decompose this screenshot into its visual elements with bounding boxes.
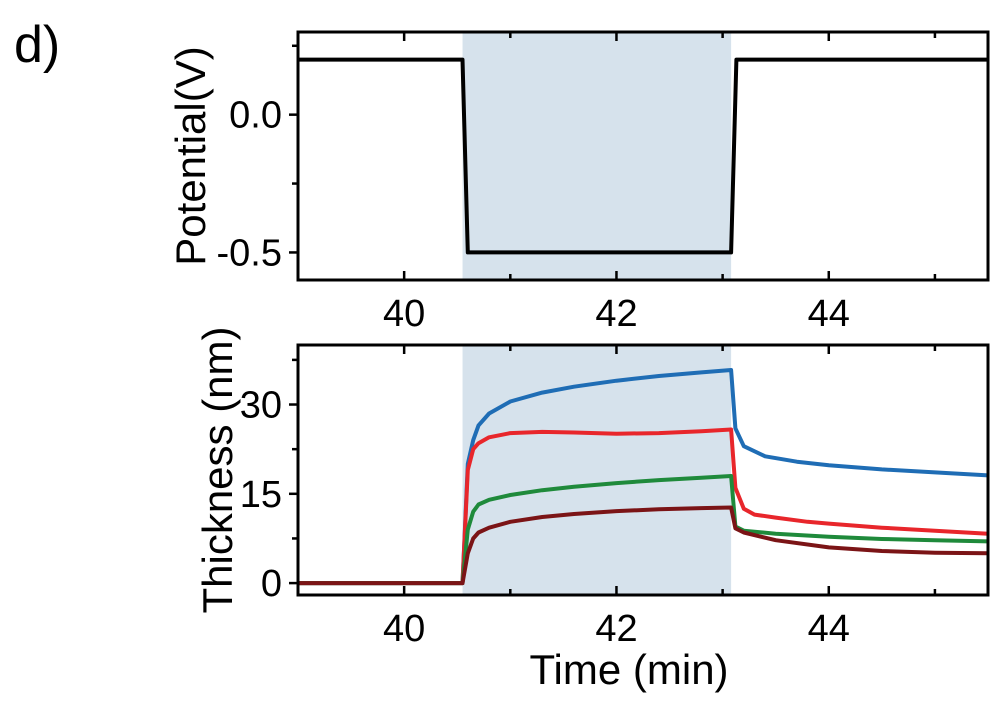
x-tick-label: 44 [808,608,850,650]
y-axis-label: Potential(V) [167,46,214,265]
series-line-2 [298,474,989,586]
x-tick-label: 40 [383,293,425,335]
y-tick-label: 0.0 [229,95,282,137]
x-axis-label: Time (min) [529,646,728,693]
y-tick-label: 15 [240,474,282,516]
x-tick-label: 40 [383,608,425,650]
potential-panel: 40 42 44 -0.5 0.0 Potential(V) [167,30,990,335]
x-tick-label: 42 [595,608,637,650]
axes-frame [296,343,990,597]
series-line-0 [298,57,988,255]
series-line-0 [298,368,989,586]
y-tick-label: 30 [240,385,282,427]
x-tick-label: 44 [808,293,850,335]
y-tick-label: 0 [261,563,282,605]
x-tick-label: 42 [595,293,637,335]
highlight-region [462,32,732,280]
y-tick-label: -0.5 [217,232,282,274]
y-axis-label: Thickness (nm) [194,326,241,613]
series-line-3 [298,505,989,586]
axes-frame [296,30,990,282]
series-line-1 [298,427,989,586]
highlight-region [462,345,732,595]
panel-label: d) [14,16,60,74]
